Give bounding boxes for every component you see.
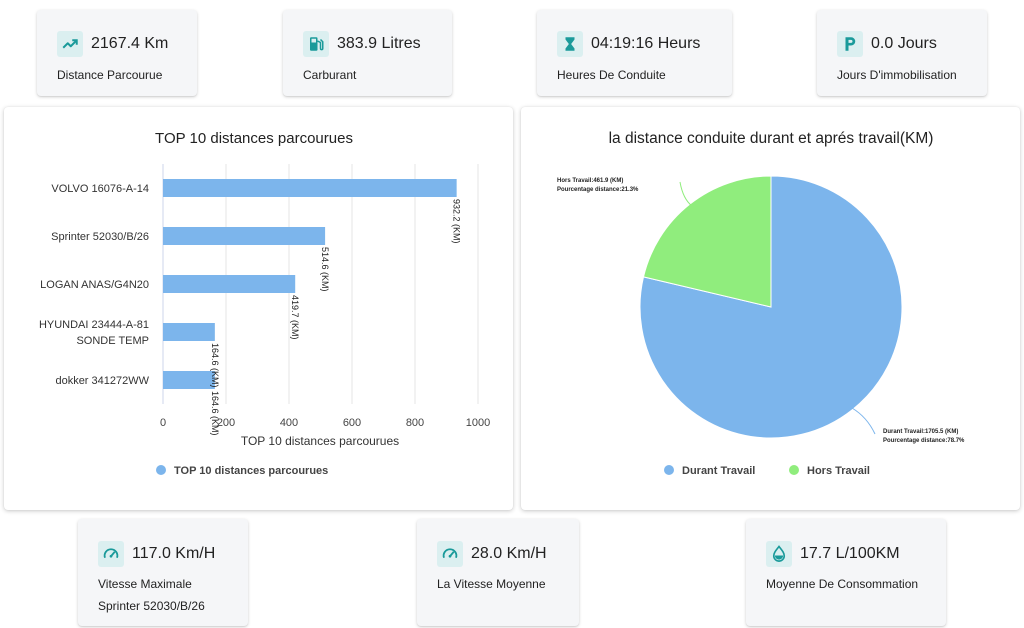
x-tick-label: 1000 (466, 417, 490, 429)
category-label: VOLVO 16076-A-14 (51, 183, 149, 195)
category-label: Sprinter 52030/B/26 (51, 231, 149, 243)
stat-label: Carburant (303, 68, 357, 82)
stat-value: 2167.4 Km (91, 35, 169, 52)
data-label: 514.6 (KM) (320, 247, 330, 292)
bar[interactable] (163, 179, 457, 197)
category-label: dokker 341272WW (55, 375, 149, 387)
x-axis-label: TOP 10 distances parcourues (241, 434, 399, 448)
stat-vehicle: Sprinter 52030/B/26 (98, 599, 205, 613)
legend-item-hors[interactable]: Hors Travail (789, 465, 870, 477)
bar[interactable] (163, 371, 215, 389)
stat-value: 0.0 Jours (871, 35, 937, 52)
bar[interactable] (163, 227, 326, 245)
stat-label: Moyenne De Consommation (766, 577, 919, 591)
slice-label: Durant Travail:1705.5 (KM) (883, 429, 958, 435)
category-label: LOGAN ANAS/G4N20 (40, 279, 149, 291)
speedometer-icon (437, 541, 463, 567)
stat-card-driving-hours: 04:19:16 Heurs Heures De Conduite (537, 10, 732, 96)
slice-label: Pourcentage distance:21.3% (557, 187, 639, 193)
legend-marker (664, 465, 674, 475)
legend-label: Hors Travail (807, 465, 870, 477)
speedometer-icon (98, 541, 124, 567)
stat-value: 117.0 Km/H (132, 545, 216, 562)
x-tick-label: 400 (280, 417, 298, 429)
legend-label: Durant Travail (682, 465, 755, 477)
stat-value: 28.0 Km/H (471, 545, 547, 562)
category-label: SONDE TEMP (76, 335, 149, 347)
stat-card-immobilisation: 0.0 Jours Jours D'immobilisation (817, 10, 987, 96)
chart-title: TOP 10 distances parcourues (155, 130, 353, 147)
trending-up-icon (57, 31, 83, 57)
water-drop-icon (766, 541, 792, 567)
data-label: 419.7 (KM) (290, 295, 300, 340)
data-label: 932.2 (KM) (452, 199, 462, 244)
pie-slice[interactable] (639, 175, 903, 439)
pie-chart: la distance conduite durant et aprés tra… (557, 130, 965, 477)
x-tick-label: 800 (406, 417, 424, 429)
stat-card-max-speed: 117.0 Km/H Vitesse Maximale Sprinter 520… (78, 519, 248, 626)
stat-card-distance: 2167.4 Km Distance Parcourue (37, 10, 197, 96)
stat-card-avg-speed: 28.0 Km/H La Vitesse Moyenne (417, 519, 579, 626)
stat-label: Distance Parcourue (57, 68, 163, 82)
stat-card-consumption: 17.7 L/100KM Moyenne De Consommation (746, 519, 946, 626)
stat-label: Jours D'immobilisation (837, 68, 957, 82)
slice-connector (679, 181, 693, 207)
stat-value: 04:19:16 Heurs (591, 35, 701, 52)
pie-chart-panel: la distance conduite durant et aprés tra… (521, 107, 1020, 510)
hourglass-icon (557, 31, 583, 57)
legend-label: TOP 10 distances parcourues (174, 465, 328, 477)
slice-label: Pourcentage distance:78.7% (883, 438, 965, 444)
x-tick-label: 200 (217, 417, 235, 429)
stat-card-fuel: 383.9 Litres Carburant (283, 10, 452, 96)
x-tick-label: 600 (343, 417, 361, 429)
x-tick-label: 0 (160, 417, 166, 429)
category-label: HYUNDAI 23444-A-81 (39, 319, 149, 331)
legend-item-durant[interactable]: Durant Travail (664, 465, 755, 477)
stat-label: La Vitesse Moyenne (437, 577, 546, 591)
chart-title: la distance conduite durant et aprés tra… (609, 130, 934, 147)
stat-label: Vitesse Maximale (98, 577, 192, 591)
data-label: 164.6 (KM) (210, 343, 220, 388)
legend-marker (789, 465, 799, 475)
legend-marker (156, 465, 166, 475)
bar[interactable] (163, 323, 215, 341)
data-label: 164.6 (KM) (210, 391, 220, 436)
bar-chart: TOP 10 distances parcourues VOLVO 16076-… (39, 130, 490, 477)
bar[interactable] (163, 275, 296, 293)
stat-value: 17.7 L/100KM (800, 545, 900, 562)
stat-value: 383.9 Litres (337, 35, 421, 52)
slice-connector (851, 407, 876, 435)
fuel-pump-icon (303, 31, 329, 57)
bar-chart-panel: TOP 10 distances parcourues VOLVO 16076-… (4, 107, 513, 510)
stat-label: Heures De Conduite (557, 68, 666, 82)
legend-item[interactable]: TOP 10 distances parcourues (156, 465, 328, 477)
parking-icon (837, 31, 863, 57)
slice-label: Hors Travail:461.9 (KM) (557, 178, 623, 184)
